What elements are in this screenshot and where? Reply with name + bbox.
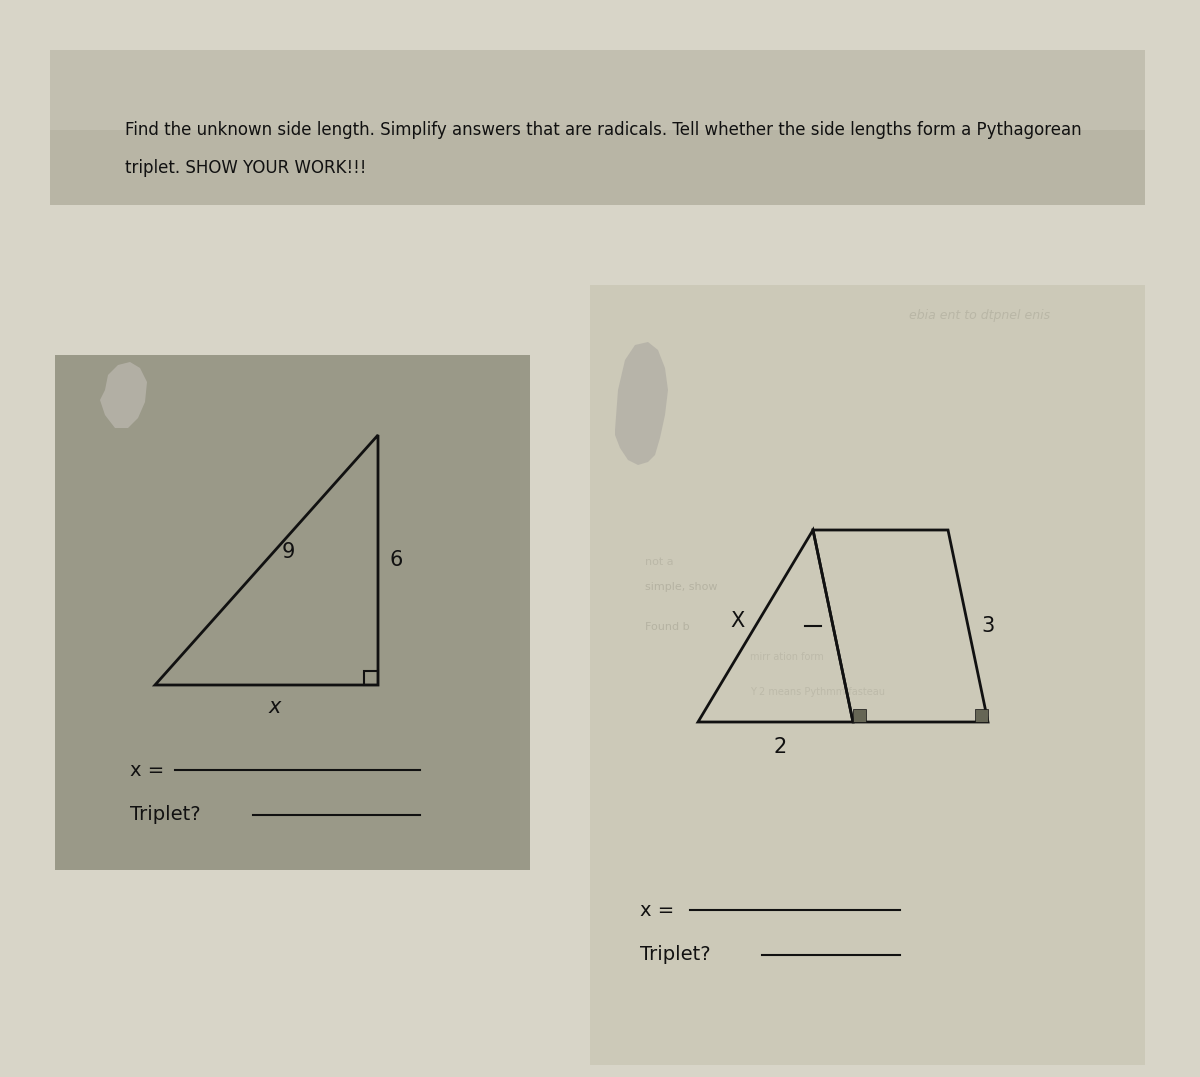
Bar: [853, 709, 866, 722]
Text: x =: x =: [640, 900, 674, 920]
Bar: [974, 709, 988, 722]
Bar: [364, 671, 378, 685]
Bar: [50, 50, 1145, 130]
Text: Triplet?: Triplet?: [130, 806, 200, 825]
Text: simple, show: simple, show: [646, 582, 718, 592]
Text: Find the unknown side length. Simplify answers that are radicals. Tell whether t: Find the unknown side length. Simplify a…: [125, 121, 1081, 139]
Text: Triplet?: Triplet?: [640, 946, 710, 965]
Polygon shape: [616, 342, 668, 465]
Bar: [55, 355, 530, 870]
Polygon shape: [100, 362, 148, 428]
Bar: [590, 285, 1145, 1065]
Text: 2: 2: [774, 737, 787, 757]
Text: mirr ation form: mirr ation form: [750, 652, 823, 662]
Text: Found b: Found b: [646, 623, 690, 632]
Text: 3: 3: [982, 616, 995, 637]
Text: 9: 9: [282, 542, 295, 562]
Text: ebia ent to dtpnel enis: ebia ent to dtpnel enis: [908, 308, 1050, 322]
Text: Y 2 means Pythmm fasteau: Y 2 means Pythmm fasteau: [750, 687, 886, 697]
Bar: [50, 50, 1145, 205]
Text: triplet. SHOW YOUR WORK!!!: triplet. SHOW YOUR WORK!!!: [125, 159, 366, 177]
Text: 6: 6: [389, 550, 403, 570]
Text: x: x: [269, 697, 281, 717]
Text: X: X: [731, 611, 745, 631]
Text: not a: not a: [646, 557, 673, 567]
Text: x =: x =: [130, 760, 164, 780]
